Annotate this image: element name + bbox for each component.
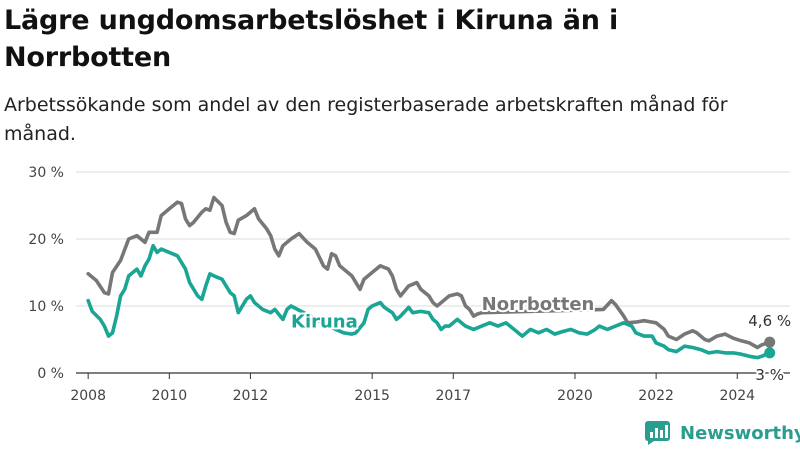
end-point-kiruna bbox=[764, 347, 776, 359]
series-line-norrbotten bbox=[86, 195, 772, 350]
series-label-norrbotten: Norrbotten bbox=[482, 294, 595, 315]
y-tick-label: 20 % bbox=[28, 232, 64, 248]
end-label-kiruna: 3 % bbox=[755, 366, 784, 384]
axes: 0 % 10 % 20 % 30 % 2008 2010 2012 2015 2017 2020 2… bbox=[28, 165, 790, 404]
series-line-kiruna bbox=[86, 243, 772, 360]
x-tick-label: 2022 bbox=[638, 388, 674, 404]
brand-logo: Newsworthy bbox=[644, 418, 800, 448]
brand-name: Newsworthy bbox=[680, 422, 800, 444]
chart-title: Lägre ungdomsarbetslöshet i Kiruna än i … bbox=[4, 5, 619, 73]
x-tick-label: 2024 bbox=[719, 388, 755, 404]
x-tick-label: 2010 bbox=[151, 388, 187, 404]
gridlines bbox=[76, 171, 790, 307]
end-point-norrbotten bbox=[764, 336, 776, 348]
x-tick-label: 2015 bbox=[354, 388, 390, 404]
x-tick-label: 2012 bbox=[233, 388, 269, 404]
x-tick-label: 2020 bbox=[557, 388, 593, 404]
newsworthy-logo-icon bbox=[645, 421, 670, 445]
chart-subtitle: Arbetssökande som andel av den registerb… bbox=[4, 94, 728, 145]
y-tick-label: 0 % bbox=[37, 366, 64, 382]
y-tick-label: 10 % bbox=[28, 299, 64, 315]
series-labels: Norrbotten Kiruna 4,6 % 3 % bbox=[289, 292, 793, 386]
x-tick-label: 2017 bbox=[435, 388, 471, 404]
x-tick-label: 2008 bbox=[70, 388, 106, 404]
series-label-kiruna: Kiruna bbox=[291, 311, 358, 332]
end-label-norrbotten: 4,6 % bbox=[748, 312, 791, 330]
y-tick-label: 30 % bbox=[28, 165, 64, 181]
series-lines bbox=[86, 195, 776, 360]
